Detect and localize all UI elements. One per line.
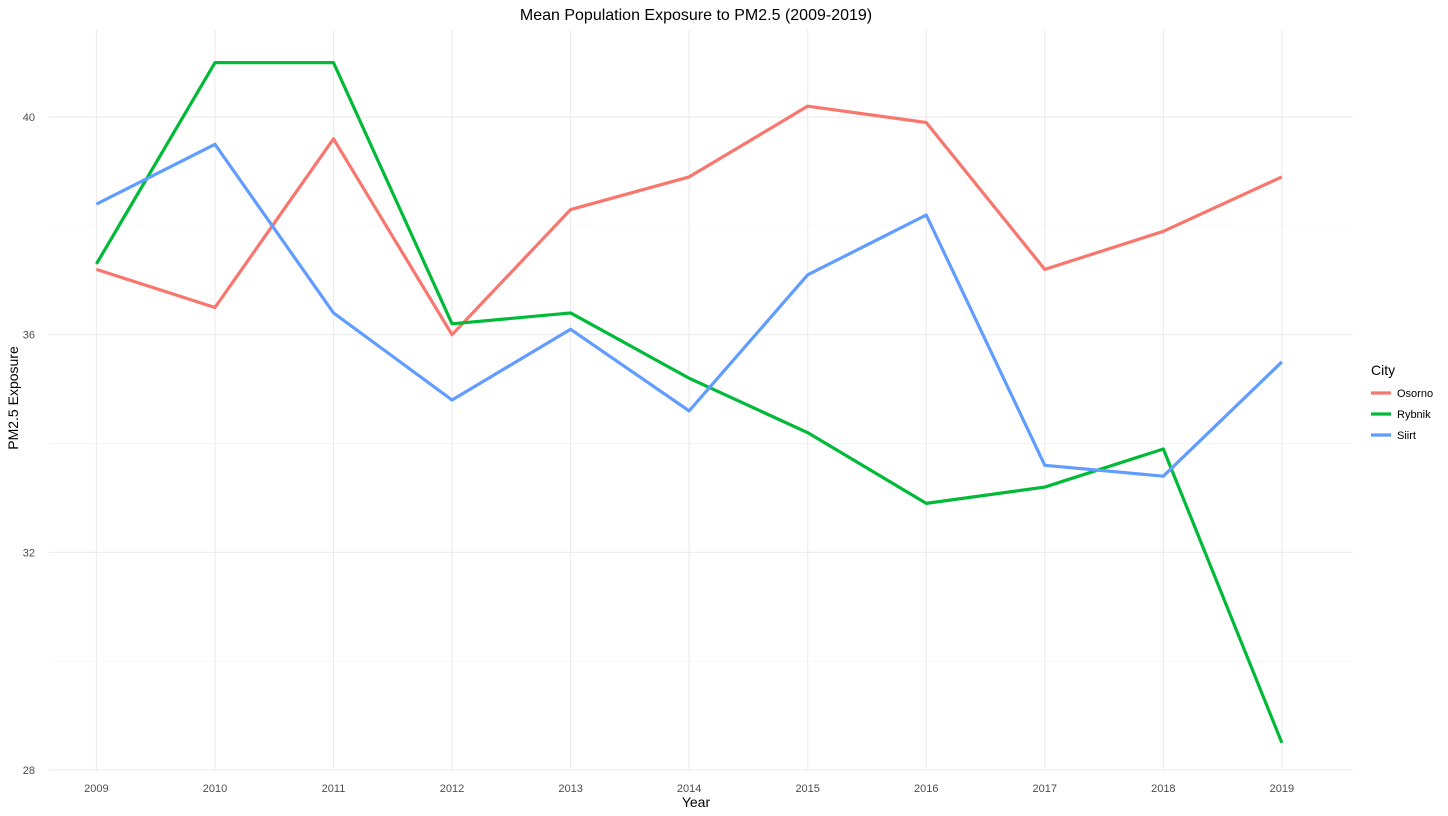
grid-lines	[49, 30, 1353, 771]
y-tick-label: 28	[23, 765, 35, 777]
legend: City Osorno Rybnik Siirt	[1371, 362, 1433, 442]
x-tick-label: 2015	[795, 783, 819, 795]
x-tick-label: 2019	[1270, 783, 1294, 795]
y-tick-label: 32	[23, 547, 35, 559]
x-tick-label: 2009	[84, 783, 108, 795]
x-tick-label: 2016	[914, 783, 938, 795]
y-axis-title: PM2.5 Exposure	[5, 346, 21, 450]
legend-item-siirt: Siirt	[1371, 430, 1416, 442]
series-line-osorno	[95, 104, 1283, 337]
legend-label: Siirt	[1397, 430, 1416, 442]
x-tick-label: 2014	[677, 783, 701, 795]
x-tick-label: 2012	[440, 783, 464, 795]
legend-label: Osorno	[1397, 388, 1433, 400]
x-tick-label: 2013	[558, 783, 582, 795]
series-lines	[95, 61, 1284, 744]
y-tick-label: 40	[23, 112, 35, 124]
x-tick-label: 2011	[322, 783, 346, 795]
tick-labels: 2009 2010 2011 2012 2013 2014 2015 2016 2017 2018…	[23, 112, 1294, 795]
chart-title: Mean Population Exposure to PM2.5 (2009-…	[520, 7, 872, 24]
legend-item-rybnik: Rybnik	[1371, 409, 1431, 421]
x-axis-title: Year	[682, 794, 711, 810]
legend-label: Rybnik	[1397, 409, 1431, 421]
legend-item-osorno: Osorno	[1371, 388, 1433, 400]
legend-title: City	[1371, 362, 1395, 378]
y-tick-label: 36	[23, 330, 35, 342]
series-line-rybnik	[95, 61, 1284, 744]
series-line-siirt	[95, 142, 1283, 478]
x-tick-label: 2018	[1151, 783, 1175, 795]
x-tick-label: 2017	[1033, 783, 1057, 795]
x-tick-label: 2010	[203, 783, 227, 795]
legend-items: Osorno Rybnik Siirt	[1371, 388, 1433, 442]
